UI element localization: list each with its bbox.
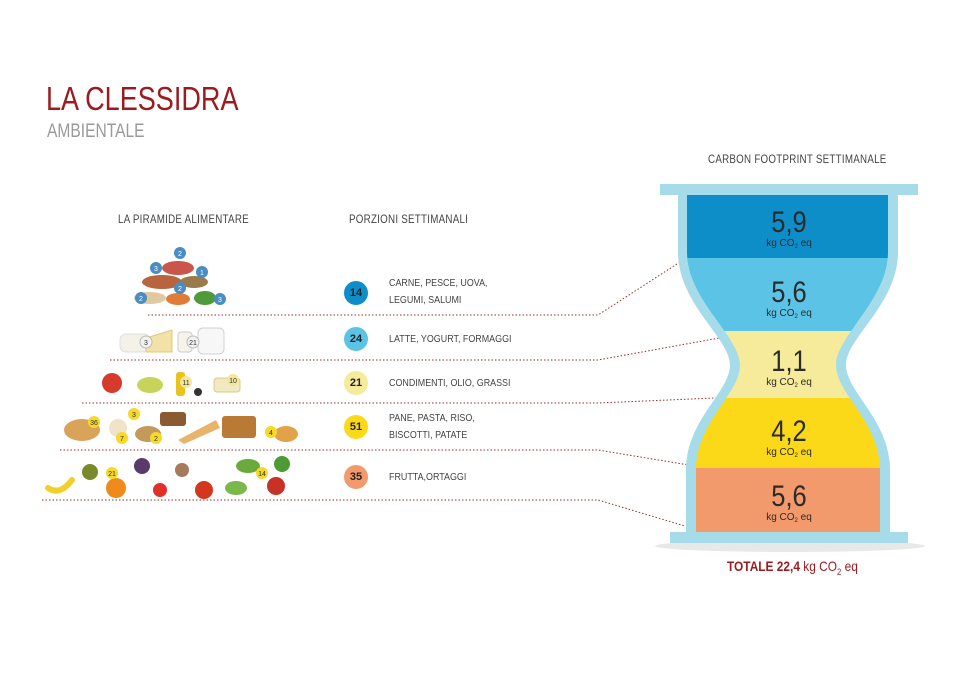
leader-lines bbox=[42, 261, 739, 527]
footprint-unit: kg CO2 eq bbox=[766, 238, 812, 250]
food-count-label: 2 bbox=[178, 251, 182, 258]
food-count-label: 7 bbox=[120, 436, 124, 443]
segment-fill bbox=[687, 195, 888, 258]
page-subtitle: AMBIENTALE bbox=[47, 121, 145, 142]
footprint-value: 5,9 bbox=[771, 205, 806, 238]
segment-fill bbox=[687, 468, 888, 532]
food-count-label: 10 bbox=[229, 378, 237, 385]
food-count-label: 21 bbox=[108, 471, 116, 478]
food-count-label: 2 bbox=[139, 296, 143, 303]
food-group-label: PANE, PASTA, RISO, BISCOTTI, PATATE bbox=[389, 412, 475, 441]
portion-badge: 35 bbox=[344, 465, 368, 489]
page-title: LA CLESSIDRA bbox=[46, 80, 239, 117]
food-count-label: 2 bbox=[154, 436, 158, 443]
leader-line bbox=[110, 336, 726, 361]
leader-line bbox=[60, 449, 696, 467]
food-pyramid-illustration: 2 3 1 2 2 3 3 21 11 10 36 3 7 2 4 21 14 bbox=[45, 247, 298, 499]
footprint-unit: kg CO2 eq bbox=[766, 512, 812, 524]
footprint-value: 1,1 bbox=[771, 344, 806, 377]
portion-badge: 21 bbox=[344, 371, 368, 395]
footprint-heading: CARBON FOOTPRINT SETTIMANALE bbox=[708, 154, 887, 166]
food-count-label: 3 bbox=[154, 266, 158, 273]
fruit-vegetable-foods-icon bbox=[45, 456, 290, 499]
hourglass: 5,9 kg CO2 eq 5,6 kg CO2 eq 1,1 kg CO2 e… bbox=[655, 184, 925, 552]
portions-heading: PORZIONI SETTIMANALI bbox=[349, 214, 469, 226]
portion-badge: 51 bbox=[344, 415, 368, 439]
pyramid-heading: LA PIRAMIDE ALIMENTARE bbox=[118, 214, 249, 226]
food-group-label: FRUTTA,ORTAGGI bbox=[389, 471, 467, 483]
food-count-label: 11 bbox=[182, 380, 189, 387]
food-count-label: 3 bbox=[132, 412, 136, 419]
leader-line bbox=[82, 396, 739, 404]
food-group-label: LATTE, YOGURT, FORMAGGI bbox=[389, 333, 512, 345]
food-count-label: 1 bbox=[200, 270, 204, 277]
food-group-label: CONDIMENTI, OLIO, GRASSI bbox=[389, 377, 511, 389]
food-count-label: 36 bbox=[90, 420, 98, 427]
food-count-label: 14 bbox=[258, 471, 266, 478]
leader-line bbox=[42, 499, 686, 527]
food-count-badges: 2 3 1 2 2 3 3 21 11 10 36 3 7 2 4 21 14 bbox=[88, 247, 277, 479]
food-count-label: 3 bbox=[218, 297, 222, 304]
footprint-unit: kg CO2 eq bbox=[766, 447, 812, 459]
food-count-label: 3 bbox=[144, 340, 148, 347]
total-footprint: TOTALE 22,4 kg CO2 eq bbox=[727, 558, 858, 577]
food-count-label: 21 bbox=[189, 340, 197, 347]
grain-foods-icon bbox=[64, 412, 298, 444]
food-count-label: 2 bbox=[178, 286, 182, 293]
leader-line bbox=[148, 261, 681, 316]
dairy-foods-icon bbox=[119, 327, 225, 355]
portion-badge: 14 bbox=[344, 281, 368, 305]
segment-fill bbox=[687, 398, 888, 468]
portion-badge: 24 bbox=[344, 327, 368, 351]
hourglass-bottom-cap bbox=[670, 532, 908, 543]
segment-fill bbox=[687, 258, 888, 331]
hourglass-top-cap bbox=[660, 184, 918, 195]
condiment-foods-icon bbox=[102, 372, 241, 396]
footprint-unit: kg CO2 eq bbox=[766, 377, 812, 389]
footprint-value: 5,6 bbox=[771, 479, 806, 512]
food-count-label: 4 bbox=[269, 430, 273, 437]
footprint-value: 5,6 bbox=[771, 275, 806, 308]
footprint-value: 4,2 bbox=[771, 414, 806, 447]
footprint-unit: kg CO2 eq bbox=[766, 308, 812, 320]
food-group-label: CARNE, PESCE, UOVA, LEGUMI, SALUMI bbox=[389, 277, 488, 306]
